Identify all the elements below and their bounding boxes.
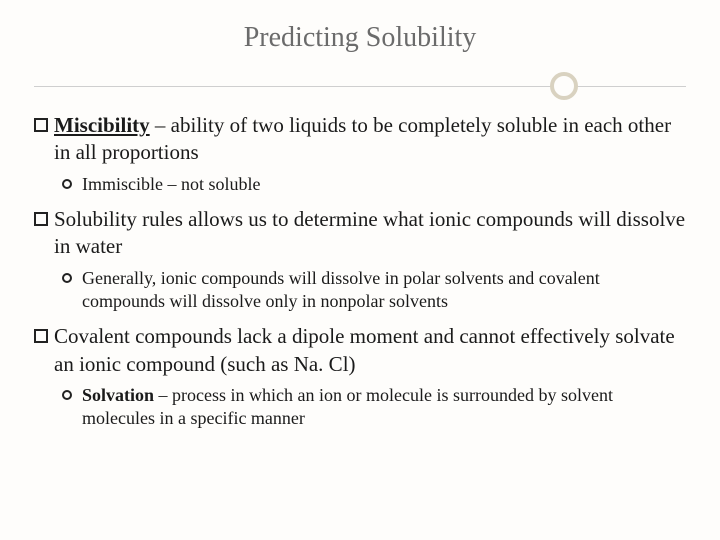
bullet-item-1: Miscibility – ability of two liquids to … (34, 112, 686, 167)
circle-bullet-icon (62, 390, 72, 400)
slide-title: Predicting Solubility (34, 22, 686, 54)
sub-item-3: Solvation – process in which an ion or m… (62, 384, 686, 431)
term-miscibility: Miscibility (54, 113, 150, 137)
bullet-text-1: Miscibility – ability of two liquids to … (54, 112, 686, 167)
sub-item-2: Generally, ionic compounds will dissolve… (62, 267, 686, 314)
sub-text-1: Immiscible – not soluble (82, 173, 260, 196)
bullet-item-3: Covalent compounds lack a dipole moment … (34, 323, 686, 378)
def-solvation: – process in which an ion or molecule is… (82, 385, 613, 428)
bullet-item-2: Solubility rules allows us to determine … (34, 206, 686, 261)
circle-bullet-icon (62, 179, 72, 189)
ring-icon (550, 72, 578, 100)
content-area: Miscibility – ability of two liquids to … (34, 112, 686, 431)
sub-item-1: Immiscible – not soluble (62, 173, 686, 196)
term-solvation: Solvation (82, 385, 154, 405)
horizontal-rule (34, 86, 686, 87)
square-bullet-icon (34, 212, 48, 226)
square-bullet-icon (34, 329, 48, 343)
square-bullet-icon (34, 118, 48, 132)
sub-text-3: Solvation – process in which an ion or m… (82, 384, 686, 431)
sub-text-2: Generally, ionic compounds will dissolve… (82, 267, 686, 314)
bullet-text-2: Solubility rules allows us to determine … (54, 206, 686, 261)
slide: Predicting Solubility Miscibility – abil… (0, 0, 720, 540)
circle-bullet-icon (62, 273, 72, 283)
title-divider (34, 72, 686, 102)
bullet-text-3: Covalent compounds lack a dipole moment … (54, 323, 686, 378)
